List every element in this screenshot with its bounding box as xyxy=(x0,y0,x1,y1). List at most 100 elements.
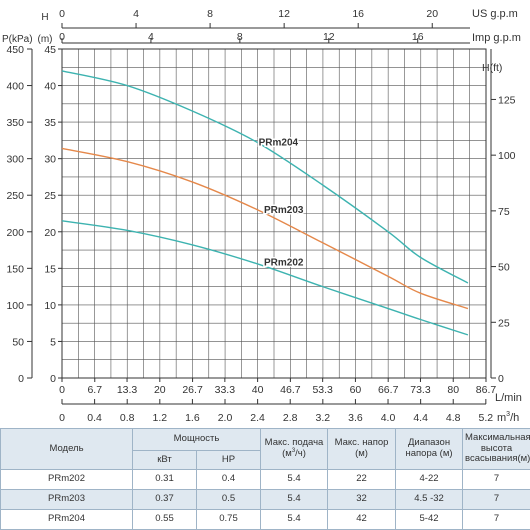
m3h-tick-label: 1.6 xyxy=(185,412,200,424)
head-m-tick-label: 15 xyxy=(44,263,56,275)
head-ft-tick-label: 0 xyxy=(498,373,504,385)
head-m-tick-label: 40 xyxy=(44,81,56,93)
cell-kw: 0.55 xyxy=(132,509,197,530)
head-ft-axis-label: H(ft) xyxy=(482,62,502,74)
us-gpm-tick-label: 4 xyxy=(133,8,139,20)
lmin-tick-label: 0 xyxy=(59,384,65,396)
cell-model: PRm203 xyxy=(0,489,133,510)
lmin-tick-label: 26.7 xyxy=(182,384,203,396)
chart-ticks: 0 4 8 12 16 200 4 8 12 160 6.7 13.3 20 26.7 33.3 40 46.7… xyxy=(6,8,515,424)
head-m-tick-label: 5 xyxy=(50,336,56,348)
lmin-tick-label: 66.7 xyxy=(378,384,399,396)
lmin-tick-label: 73.3 xyxy=(410,384,431,396)
m3h-tick-label: 0 xyxy=(59,412,65,424)
cell-head: 42 xyxy=(327,509,397,530)
lmin-tick-label: 53.3 xyxy=(312,384,333,396)
cell-kw: 0.37 xyxy=(132,489,197,510)
header-max-flow-pre: Макс. подача (м xyxy=(264,436,324,460)
curve-label-prm202: PRm202 xyxy=(264,257,304,268)
m3h-tick-label: 2.8 xyxy=(283,412,298,424)
cell-range: 5-42 xyxy=(395,509,464,530)
header-hp: HP xyxy=(195,450,262,470)
cell-range: 4-22 xyxy=(395,469,464,490)
lmin-tick-label: 20 xyxy=(154,384,166,396)
m3h-tick-label: 3.2 xyxy=(316,412,331,424)
head-m-axis-label: (m) xyxy=(38,34,53,45)
header-max-flow-post: /ч) xyxy=(295,448,306,460)
m3h-tick-label: 4.4 xyxy=(413,412,428,424)
m3h-tick-label: 4.8 xyxy=(446,412,461,424)
m3h-tick-label: 2.4 xyxy=(250,412,265,424)
curve-label-prm204: PRm204 xyxy=(259,138,299,149)
us-gpm-axis-label: US g.p.m xyxy=(472,8,518,20)
head-m-tick-label: 0 xyxy=(50,373,56,385)
head-m-tick-label: 35 xyxy=(44,117,56,129)
header-max-head: Макс. напор (м) xyxy=(327,428,397,470)
head-ft-tick-label: 75 xyxy=(498,206,510,218)
cell-hp: 0.5 xyxy=(195,489,262,510)
us-gpm-tick-label: 16 xyxy=(352,8,364,20)
pump-performance-chart: 0 4 8 12 16 200 4 8 12 160 6.7 13.3 20 26.7 33.3 40 46.7… xyxy=(2,8,522,424)
head-m-tick-label: 30 xyxy=(44,154,56,166)
cell-suction: 7 xyxy=(462,489,530,510)
head-m-tick-label: 25 xyxy=(44,190,56,202)
lmin-tick-label: 40 xyxy=(252,384,264,396)
pressure-tick-label: 300 xyxy=(6,154,24,166)
chart-grid xyxy=(61,48,487,379)
lmin-tick-label: 13.3 xyxy=(117,384,138,396)
pressure-axis-label: P(kPa) xyxy=(2,34,33,45)
head-m-tick-label: 10 xyxy=(44,300,56,312)
cell-flow: 5.4 xyxy=(260,469,329,490)
curve-label-prm203: PRm203 xyxy=(264,205,304,216)
us-gpm-tick-label: 20 xyxy=(426,8,438,20)
imp-gpm-axis-label: Imp g.p.m xyxy=(472,32,521,44)
head-ft-tick-label: 100 xyxy=(498,150,516,162)
m3h-tick-label: 0.8 xyxy=(120,412,135,424)
pump-spec-table: Модель Мощность Макс. подача (м3/ч) Макс… xyxy=(0,428,530,530)
curve-prm204 xyxy=(61,70,469,284)
cell-flow: 5.4 xyxy=(260,489,329,510)
m3h-tick-label: 1.2 xyxy=(153,412,168,424)
us-gpm-tick-label: 12 xyxy=(278,8,290,20)
table-row: PRm204 0.55 0.75 5.4 42 5-42 7 xyxy=(0,509,530,530)
curve-prm202 xyxy=(61,220,469,336)
header-max-suction: Максимальная высота всасывания(м) xyxy=(462,428,530,470)
curve-prm203 xyxy=(61,147,469,310)
cell-head: 22 xyxy=(327,469,397,490)
pressure-tick-label: 200 xyxy=(6,227,24,239)
table-row: PRm203 0.37 0.5 5.4 32 4.5 -32 7 xyxy=(0,489,530,510)
chart-axes xyxy=(31,27,492,405)
header-max-flow: Макс. подача (м3/ч) xyxy=(260,428,329,470)
head-ft-tick-label: 125 xyxy=(498,94,516,106)
imp-gpm-tick-label: 12 xyxy=(323,31,335,43)
lmin-tick-label: 6.7 xyxy=(87,384,102,396)
cell-model: PRm202 xyxy=(0,469,133,490)
pressure-tick-label: 100 xyxy=(6,300,24,312)
m3h-tick-label: 0.4 xyxy=(87,412,102,424)
lmin-tick-label: 46.7 xyxy=(280,384,301,396)
head-m-tick-label: 20 xyxy=(44,227,56,239)
chart-labels: US g.p.m Imp g.p.m L/min m3/h P(kPa) H (m) H(ft… xyxy=(2,8,522,424)
us-gpm-tick-label: 8 xyxy=(207,8,213,20)
imp-gpm-tick-label: 0 xyxy=(59,31,65,43)
cell-head: 32 xyxy=(327,489,397,510)
pressure-tick-label: 450 xyxy=(6,44,24,56)
cell-range: 4.5 -32 xyxy=(395,489,464,510)
head-ft-tick-label: 50 xyxy=(498,262,510,274)
lmin-tick-label: 60 xyxy=(350,384,362,396)
head-m-axis-symbol: H xyxy=(41,12,48,23)
m3h-axis-label-base: m xyxy=(497,412,506,424)
header-power: Мощность xyxy=(131,428,262,451)
m3h-tick-label: 2.0 xyxy=(218,412,233,424)
m3h-axis-label: m3/h xyxy=(497,411,519,424)
lmin-tick-label: 86.7 xyxy=(476,384,497,396)
m3h-tick-label: 5.2 xyxy=(479,412,494,424)
lmin-tick-label: 80 xyxy=(447,384,459,396)
header-max-flow-sup: 3 xyxy=(291,448,296,455)
header-model: Модель xyxy=(0,428,133,470)
cell-suction: 7 xyxy=(462,509,530,530)
imp-gpm-tick-label: 8 xyxy=(237,31,243,43)
cell-hp: 0.75 xyxy=(195,509,262,530)
cell-hp: 0.4 xyxy=(195,469,262,490)
head-m-tick-label: 45 xyxy=(44,44,56,56)
